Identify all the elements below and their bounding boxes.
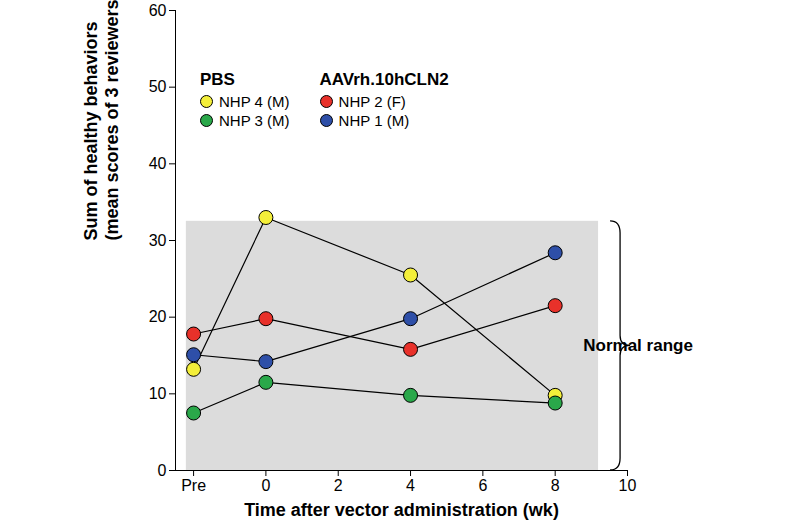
svg-text:10: 10 [619, 477, 637, 494]
html-text:NHP 3 (M): NHP 3 (M) [219, 112, 290, 129]
svg-text:0: 0 [261, 477, 270, 494]
svg-text:60: 60 [149, 2, 167, 19]
svg-text:Normal range: Normal range [583, 336, 693, 355]
svg-text:Pre: Pre [181, 477, 206, 494]
html-text:NHP 4 (M): NHP 4 (M) [219, 93, 290, 110]
svg-text:50: 50 [149, 78, 167, 95]
html-text:PBS: PBS [200, 70, 235, 89]
svg-text:10: 10 [149, 385, 167, 402]
html-text:NHP 1 (M): NHP 1 (M) [338, 112, 410, 129]
svg-text:2: 2 [334, 477, 343, 494]
html-text:AAVrh.10hCLN2: AAVrh.10hCLN2 [319, 70, 449, 89]
svg-text:Time after vector administrati: Time after vector administration (wk) [244, 500, 559, 520]
svg-text:8: 8 [551, 477, 560, 494]
svg-text:Sum of healthy behaviors(mean: Sum of healthy behaviors(mean scores of … [81, 0, 123, 241]
svg-text:4: 4 [406, 477, 415, 494]
svg-text:30: 30 [149, 232, 167, 249]
svg-text:40: 40 [149, 155, 167, 172]
html-text:NHP 2 (F): NHP 2 (F) [338, 93, 406, 110]
svg-text:0: 0 [158, 462, 167, 479]
svg-text:20: 20 [149, 308, 167, 325]
svg-text:6: 6 [478, 477, 487, 494]
